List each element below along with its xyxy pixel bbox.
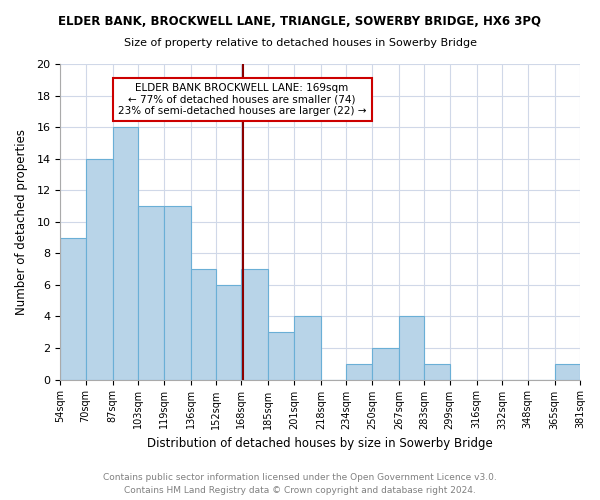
Text: Contains public sector information licensed under the Open Government Licence v3: Contains public sector information licen… (103, 474, 497, 482)
Bar (399, 316, 424, 380)
Text: ELDER BANK, BROCKWELL LANE, TRIANGLE, SOWERBY BRIDGE, HX6 3PQ: ELDER BANK, BROCKWELL LANE, TRIANGLE, SO… (59, 15, 542, 28)
Bar (138, 206, 164, 380)
Bar (294, 316, 321, 380)
Bar (60, 238, 86, 380)
Text: Size of property relative to detached houses in Sowerby Bridge: Size of property relative to detached ho… (124, 38, 476, 48)
Bar (554, 364, 580, 380)
Text: ELDER BANK BROCKWELL LANE: 169sqm
← 77% of detached houses are smaller (74)
23% : ELDER BANK BROCKWELL LANE: 169sqm ← 77% … (118, 83, 367, 116)
Bar (268, 332, 294, 380)
X-axis label: Distribution of detached houses by size in Sowerby Bridge: Distribution of detached houses by size … (147, 437, 493, 450)
Bar (372, 348, 399, 380)
Bar (424, 364, 449, 380)
Bar (241, 269, 268, 380)
Bar (191, 269, 216, 380)
Bar (86, 158, 113, 380)
Bar (216, 285, 241, 380)
Y-axis label: Number of detached properties: Number of detached properties (15, 129, 28, 315)
Bar (113, 127, 138, 380)
Bar (346, 364, 372, 380)
Text: Contains HM Land Registry data © Crown copyright and database right 2024.: Contains HM Land Registry data © Crown c… (124, 486, 476, 495)
Bar (164, 206, 191, 380)
